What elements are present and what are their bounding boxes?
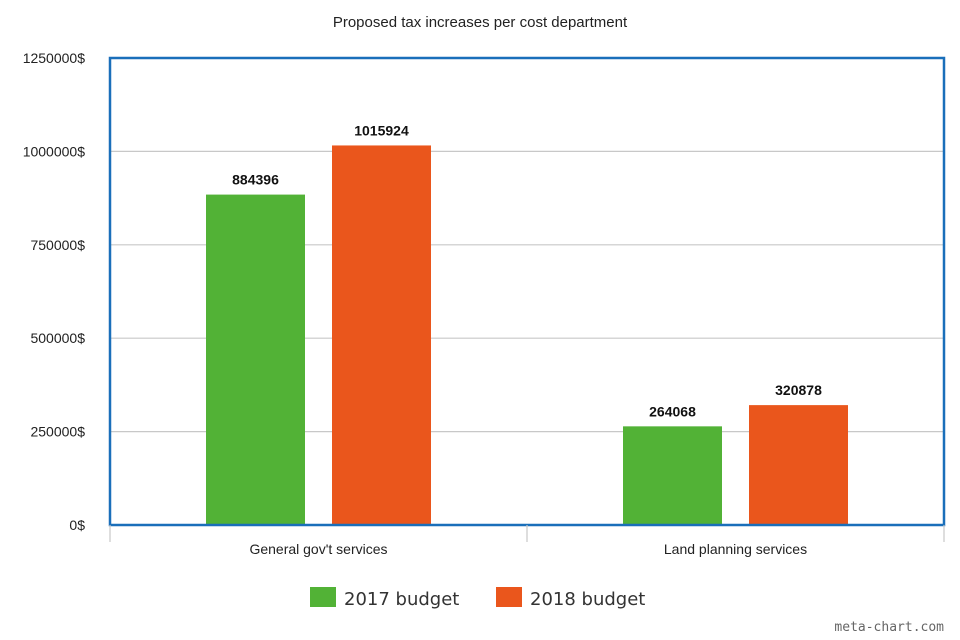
bar-1-2 [623, 426, 722, 525]
legend-item: 2017 budget [310, 587, 459, 610]
legend: 2017 budget 2018 budget [310, 587, 645, 610]
y-tick-label: 250000$ [30, 424, 85, 440]
bar-2-1 [332, 145, 431, 525]
data-label: 1015924 [354, 122, 409, 138]
y-axis: 0$ 250000$ 500000$ 750000$ 1000000$ 1250000$ [23, 50, 86, 533]
data-label: 884396 [232, 172, 279, 188]
chart-title: Proposed tax increases per cost departme… [333, 14, 628, 31]
bars: 884396 1015924 264068 320878 [206, 122, 848, 525]
data-label: 320878 [775, 382, 822, 398]
y-tick-label: 0$ [69, 517, 85, 533]
legend-swatch [310, 587, 336, 607]
bar-2-2 [749, 405, 848, 525]
x-tick-label: Land planning services [664, 541, 807, 557]
watermark-text: meta-chart.com [834, 620, 944, 635]
bar-1-1 [206, 194, 305, 525]
data-label: 264068 [649, 403, 696, 419]
legend-swatch [496, 587, 522, 607]
y-tick-label: 1250000$ [23, 50, 86, 66]
x-tick-label: General gov't services [249, 541, 387, 557]
legend-item: 2018 budget [496, 587, 645, 610]
y-tick-label: 500000$ [30, 330, 85, 346]
legend-label: 2018 budget [530, 589, 645, 610]
y-tick-label: 1000000$ [23, 143, 86, 159]
y-tick-label: 750000$ [30, 237, 85, 253]
legend-label: 2017 budget [344, 589, 459, 610]
x-axis: General gov't services Land planning serv… [109, 525, 945, 557]
